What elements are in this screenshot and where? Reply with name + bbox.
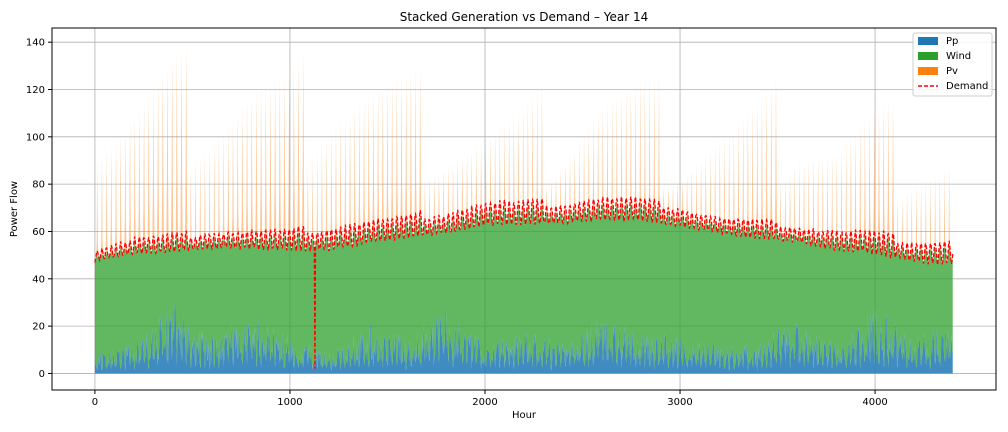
y-tick-label: 60 [32,227,45,238]
x-tick-label: 2000 [472,397,497,408]
legend-label-pp: Pp [946,36,958,47]
legend-box [912,32,993,97]
series-wind-area [94,204,953,372]
y-tick-label: 80 [32,180,45,191]
x-tick-label: 1000 [277,397,302,408]
legend-swatch-wind [918,52,938,60]
plot-frame [51,27,997,391]
legend-label-pv: Pv [946,66,958,77]
x-axis: 0 1000 2000 3000 4000 [92,390,888,408]
y-tick-label: 20 [32,322,45,333]
y-tick-label: 0 [39,369,45,380]
x-tick-label: 3000 [667,397,692,408]
y-axis: 0 20 40 60 80 100 120 140 [26,38,52,380]
legend-swatch-pp [918,37,938,45]
y-tick-label: 120 [26,85,45,96]
chart-title: Stacked Generation vs Demand – Year 14 [400,10,649,24]
y-tick-label: 140 [26,38,45,49]
series-demand-line [94,196,954,369]
x-tick-label: 4000 [862,397,887,408]
legend: Pp Wind Pv Demand [912,32,993,97]
y-tick-label: 100 [26,132,45,143]
legend-label-wind: Wind [946,51,971,62]
series-layer [94,45,954,374]
legend-label-demand: Demand [946,81,988,92]
y-tick-label: 40 [32,274,45,285]
series-pv-area [94,45,953,265]
y-axis-label: Power Flow [9,181,20,237]
legend-swatch-pv [918,67,938,75]
x-axis-label: Hour [512,410,537,421]
series-pp-area [94,301,953,374]
x-tick-label: 0 [92,397,98,408]
